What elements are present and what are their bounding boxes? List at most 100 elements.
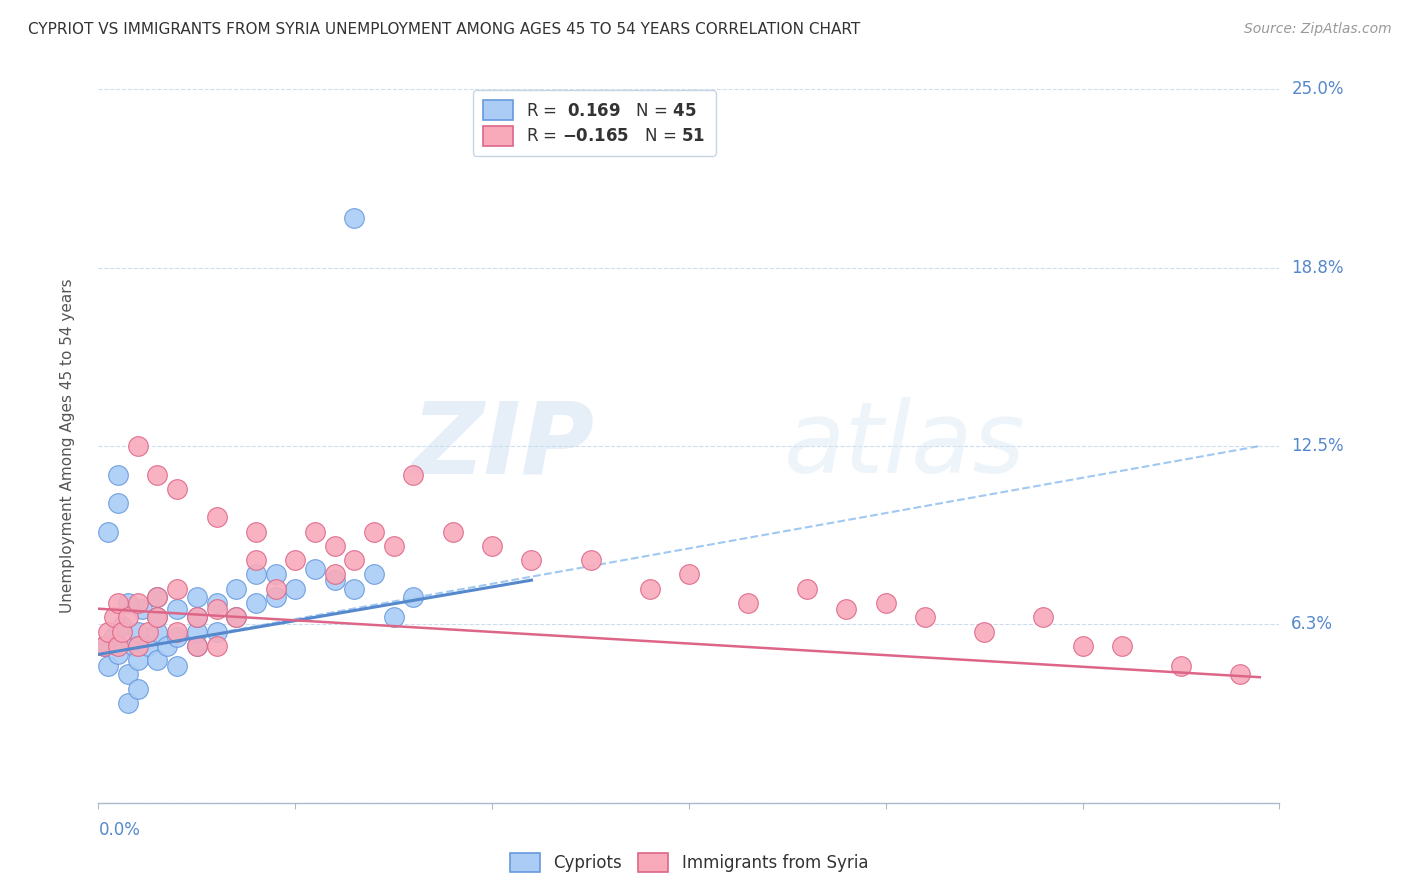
Point (127, 681, 149, 696)
Point (205, 510, 228, 524)
Point (107, 467, 129, 482)
Point (156, 639, 179, 653)
Point (166, 624, 188, 639)
Text: CYPRIOT VS IMMIGRANTS FROM SYRIA UNEMPLOYMENT AMONG AGES 45 TO 54 YEARS CORRELAT: CYPRIOT VS IMMIGRANTS FROM SYRIA UNEMPLO… (28, 22, 860, 37)
Point (245, 553, 267, 567)
Point (146, 591, 169, 605)
Point (973, 624, 995, 639)
Point (127, 624, 149, 639)
Point (93, 639, 115, 653)
Point (146, 610, 169, 624)
Point (117, 696, 139, 710)
Point (186, 610, 208, 624)
Point (117, 610, 139, 624)
Point (835, 601, 858, 615)
Point (97, 624, 120, 639)
Point (107, 496, 129, 510)
Text: atlas: atlas (783, 398, 1025, 494)
Point (131, 601, 153, 615)
Point (146, 467, 169, 482)
Point (186, 624, 208, 639)
Point (225, 610, 247, 624)
Point (166, 601, 188, 615)
Point (402, 591, 425, 605)
Point (382, 610, 405, 624)
Point (264, 582, 287, 596)
Point (127, 596, 149, 610)
Point (97, 658, 120, 673)
Point (245, 567, 267, 582)
Point (323, 567, 346, 582)
Point (323, 539, 346, 553)
Point (441, 524, 464, 539)
Point (103, 610, 125, 624)
Point (166, 482, 188, 496)
Point (122, 639, 145, 653)
Point (136, 639, 159, 653)
Point (107, 648, 129, 662)
Point (103, 630, 125, 644)
Point (117, 596, 139, 610)
Point (225, 582, 247, 596)
Point (146, 610, 169, 624)
Point (343, 211, 366, 225)
Text: 12.5%: 12.5% (1291, 437, 1344, 455)
Point (117, 667, 139, 681)
Point (343, 582, 366, 596)
Legend: Cypriots, Immigrants from Syria: Cypriots, Immigrants from Syria (502, 844, 876, 880)
Point (363, 524, 385, 539)
Point (107, 639, 129, 653)
Point (1111, 639, 1133, 653)
Point (382, 539, 405, 553)
Point (97, 524, 120, 539)
Point (127, 439, 149, 453)
Point (481, 539, 503, 553)
Point (914, 610, 936, 624)
Point (579, 553, 602, 567)
Point (520, 553, 543, 567)
Point (205, 624, 228, 639)
Text: ZIP: ZIP (412, 398, 595, 494)
Point (1071, 639, 1094, 653)
Text: 6.3%: 6.3% (1291, 615, 1333, 633)
Point (136, 624, 159, 639)
Point (638, 582, 661, 596)
Point (205, 596, 228, 610)
Point (107, 596, 129, 610)
Point (186, 639, 208, 653)
Point (146, 624, 169, 639)
Point (264, 567, 287, 582)
Point (304, 562, 326, 576)
Point (737, 596, 759, 610)
Text: 25.0%: 25.0% (1291, 80, 1344, 98)
Point (146, 653, 169, 667)
Point (146, 591, 169, 605)
Point (166, 658, 188, 673)
Point (363, 567, 385, 582)
Text: 18.8%: 18.8% (1291, 259, 1344, 277)
Point (264, 591, 287, 605)
Point (225, 610, 247, 624)
Point (127, 653, 149, 667)
Point (402, 467, 425, 482)
Point (205, 639, 228, 653)
Point (245, 596, 267, 610)
Point (245, 524, 267, 539)
Point (111, 624, 134, 639)
Text: Source: ZipAtlas.com: Source: ZipAtlas.com (1244, 22, 1392, 37)
Point (166, 582, 188, 596)
Y-axis label: Unemployment Among Ages 45 to 54 years: Unemployment Among Ages 45 to 54 years (60, 278, 75, 614)
Point (284, 582, 307, 596)
Point (111, 619, 134, 633)
Point (186, 639, 208, 653)
Point (186, 610, 208, 624)
Point (284, 553, 307, 567)
Point (1170, 658, 1192, 673)
Point (205, 601, 228, 615)
Text: 0.0%: 0.0% (98, 821, 141, 838)
Point (343, 553, 366, 567)
Point (1229, 667, 1251, 681)
Point (1032, 610, 1054, 624)
Point (875, 596, 897, 610)
Point (678, 567, 700, 582)
